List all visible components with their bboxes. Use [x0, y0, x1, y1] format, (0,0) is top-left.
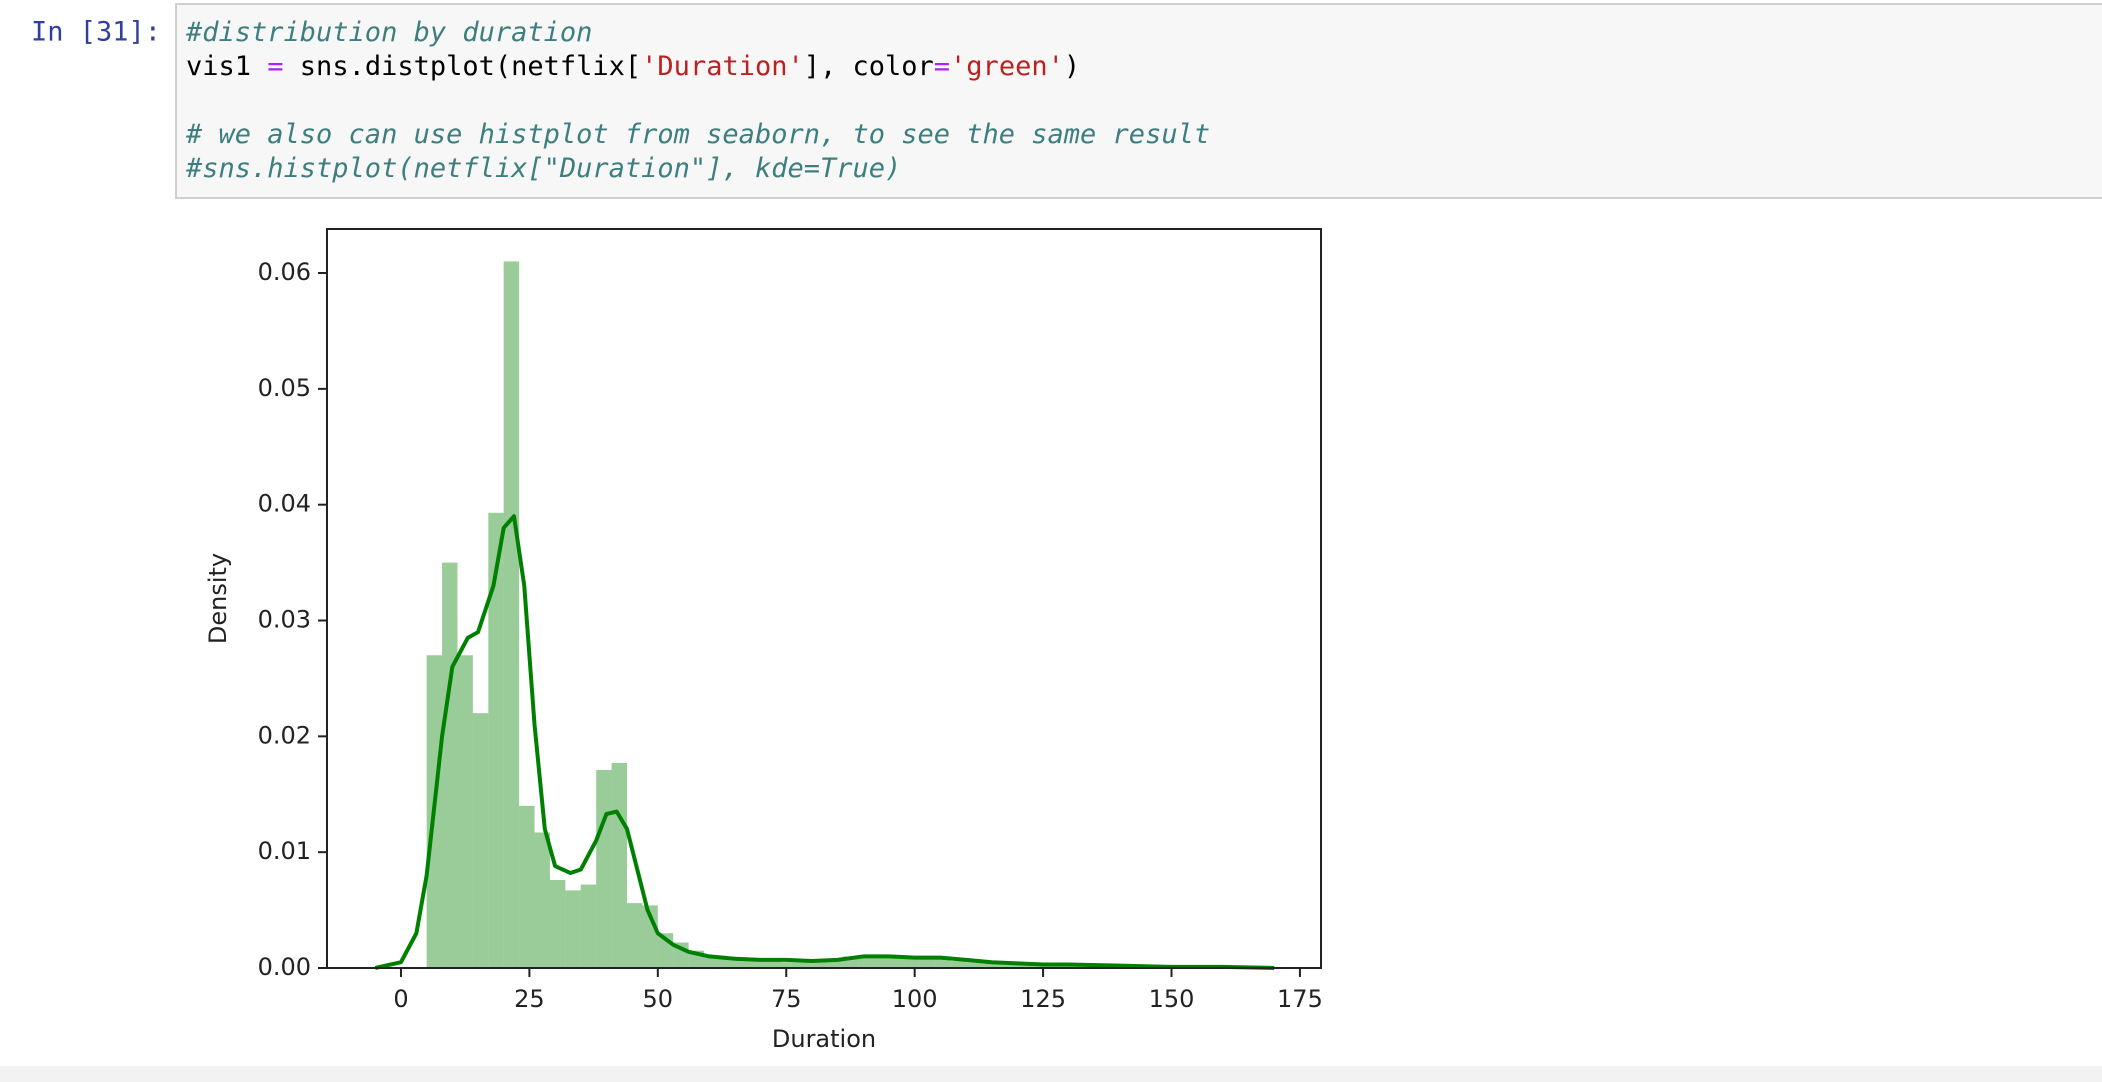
x-tick-label: 75	[771, 985, 802, 1013]
x-tick-label: 25	[514, 985, 545, 1013]
x-axis-label: Duration	[772, 1025, 876, 1053]
cell-prompt: In [31]:	[31, 17, 161, 48]
hist-bar	[704, 956, 720, 968]
hist-bar	[580, 884, 597, 968]
hist-bar	[873, 956, 889, 968]
y-tick-label: 0.01	[258, 837, 311, 865]
hist-bar	[904, 957, 920, 968]
x-tick-label: 175	[1277, 985, 1323, 1013]
code-line: #sns.histplot(netflix["Duration"], kde=T…	[185, 153, 901, 184]
code-token: =	[934, 51, 950, 82]
code-token: =	[267, 51, 283, 82]
hist-bar	[596, 769, 612, 968]
hist-bar	[811, 961, 828, 968]
plot-frame	[326, 228, 1322, 969]
hist-bar	[565, 890, 581, 968]
y-tick-label: 0.00	[258, 953, 311, 981]
hist-bar	[935, 958, 951, 968]
y-tick-label: 0.03	[258, 606, 311, 634]
hist-bar	[919, 957, 936, 968]
code-token: )	[1064, 51, 1080, 82]
hist-bar	[626, 903, 643, 968]
hist-bar	[842, 956, 859, 968]
hist-bar	[519, 805, 535, 968]
hist-bar	[457, 655, 473, 968]
code-token: #distribution by duration	[185, 17, 592, 48]
x-tick-label: 125	[1020, 985, 1066, 1013]
hist-bar	[611, 762, 627, 968]
y-tick-label: 0.02	[258, 721, 311, 749]
hist-bar	[534, 832, 550, 968]
hist-bar	[734, 959, 751, 968]
code-token: # we also can use histplot from seaborn,…	[185, 119, 1210, 150]
hist-bar	[950, 961, 967, 968]
hist-bar	[472, 713, 489, 968]
hist-bar	[765, 961, 782, 968]
kde-line	[374, 514, 1275, 970]
y-tick-label: 0.04	[258, 490, 311, 518]
hist-bar	[1012, 964, 1028, 968]
y-axis-label: Density	[204, 553, 232, 644]
x-tick-label: 0	[393, 985, 408, 1013]
hist-bar	[488, 512, 504, 968]
hist-bar	[750, 961, 766, 968]
y-tick-label: 0.06	[258, 258, 311, 286]
code-token: sns.distplot(netflix[	[284, 51, 642, 82]
code-token: #sns.histplot(netflix["Duration"], kde=T…	[185, 153, 901, 184]
hist-bar	[981, 963, 997, 968]
hist-bar	[442, 562, 458, 968]
y-tick-label: 0.05	[258, 374, 311, 402]
hist-bar	[503, 261, 520, 968]
hist-bar	[827, 958, 843, 968]
code-line: #distribution by duration	[185, 17, 592, 48]
code-token: vis1	[186, 51, 267, 82]
hist-bar	[966, 962, 982, 968]
hist-bar	[719, 958, 735, 968]
chart: 0.00 0.01 0.02 0.03 0.04 0.05 0.06 0 25 50 75 100 12…	[204, 228, 1323, 1053]
hist-bar	[549, 879, 566, 968]
hist-bar	[1073, 965, 1090, 968]
hist-bar	[796, 962, 812, 968]
x-tick-label: 150	[1149, 985, 1195, 1013]
hist-bar	[888, 956, 905, 968]
code-line: # we also can use histplot from seaborn,…	[185, 119, 1210, 150]
hist-bar	[1027, 964, 1044, 968]
x-tick-label: 100	[892, 985, 938, 1013]
code-token: 'green'	[950, 51, 1064, 82]
code-line: vis1 = sns.distplot(netflix['Duration'],…	[186, 51, 1080, 82]
code-cell[interactable]	[175, 3, 2102, 199]
bottom-bar	[0, 1066, 2102, 1082]
hist-bar	[1058, 965, 1074, 968]
hist-bar	[781, 962, 797, 968]
hist-bar	[996, 964, 1013, 968]
x-tick-label: 50	[643, 985, 674, 1013]
code-token: 'Duration'	[641, 51, 804, 82]
code-token: ], color	[804, 51, 934, 82]
